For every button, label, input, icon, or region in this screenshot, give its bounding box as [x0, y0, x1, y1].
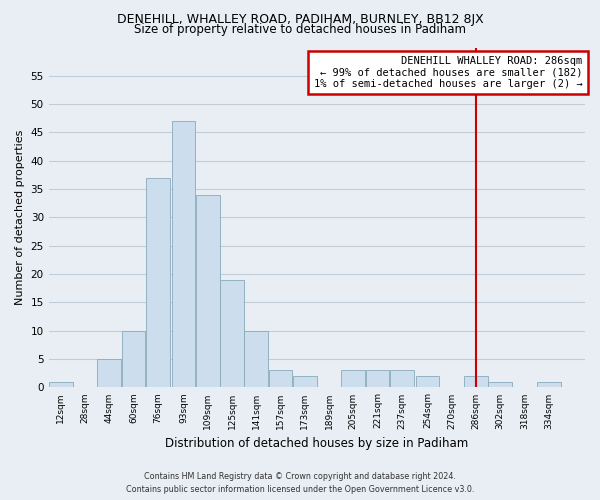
Bar: [416, 376, 439, 388]
Text: DENEHILL, WHALLEY ROAD, PADIHAM, BURNLEY, BB12 8JX: DENEHILL, WHALLEY ROAD, PADIHAM, BURNLEY…: [116, 12, 484, 26]
Bar: [172, 121, 196, 388]
Text: Size of property relative to detached houses in Padiham: Size of property relative to detached ho…: [134, 24, 466, 36]
Bar: [537, 382, 560, 388]
Bar: [220, 280, 244, 388]
Bar: [244, 331, 268, 388]
Bar: [488, 382, 512, 388]
Bar: [196, 195, 220, 388]
Text: DENEHILL WHALLEY ROAD: 286sqm
← 99% of detached houses are smaller (182)
1% of s: DENEHILL WHALLEY ROAD: 286sqm ← 99% of d…: [314, 56, 583, 89]
Bar: [122, 331, 145, 388]
Bar: [464, 376, 488, 388]
Bar: [97, 359, 121, 388]
Y-axis label: Number of detached properties: Number of detached properties: [15, 130, 25, 305]
Bar: [293, 376, 317, 388]
Bar: [269, 370, 292, 388]
Bar: [146, 178, 170, 388]
X-axis label: Distribution of detached houses by size in Padiham: Distribution of detached houses by size …: [165, 437, 469, 450]
Text: Contains HM Land Registry data © Crown copyright and database right 2024.
Contai: Contains HM Land Registry data © Crown c…: [126, 472, 474, 494]
Bar: [341, 370, 365, 388]
Bar: [49, 382, 73, 388]
Bar: [365, 370, 389, 388]
Bar: [390, 370, 413, 388]
